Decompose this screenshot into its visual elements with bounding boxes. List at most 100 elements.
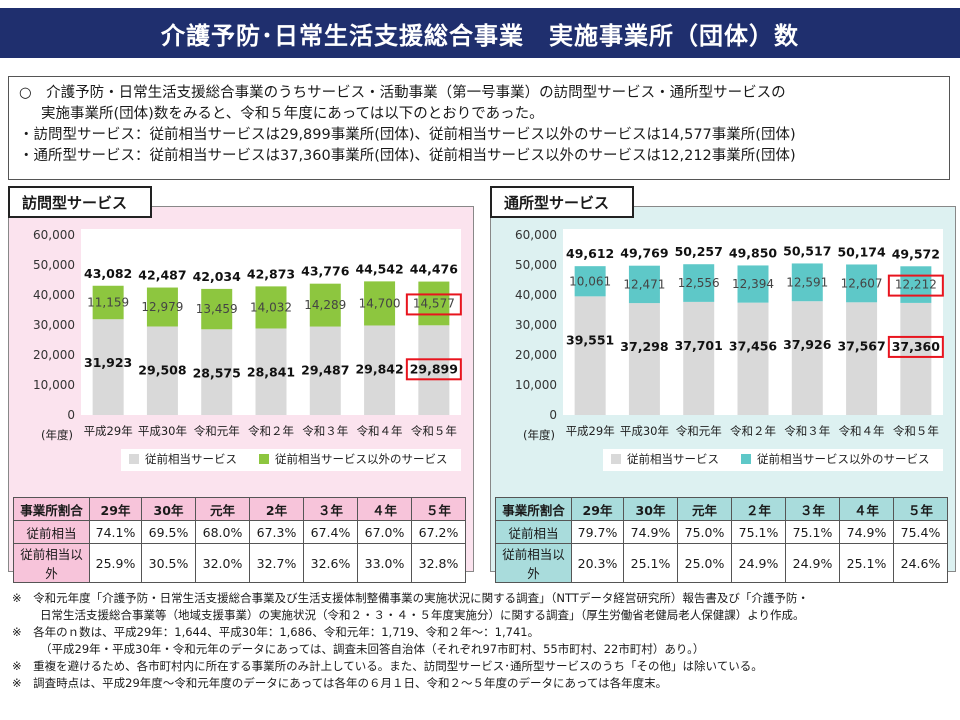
bar-other [255, 286, 287, 329]
table-cell: 68.0% [195, 520, 250, 544]
table-cell: 74.9% [839, 520, 894, 544]
x-tick-label: 令和２年 [248, 424, 294, 438]
bar-base [146, 326, 178, 415]
footnotes: ※ 令和元年度「介護予防・日常生活支援総合事業及び生活支援体制整備事業の実施状況… [12, 590, 952, 692]
table-cell: 32.6% [303, 543, 358, 583]
table-cell: 24.9% [731, 543, 786, 583]
table-header-cell: ５年 [893, 497, 948, 521]
table-header-cell: ４年 [839, 497, 894, 521]
table-header-cell: ２年 [731, 497, 786, 521]
data-label-base: 37,360 [892, 339, 941, 354]
total-label: 49,850 [729, 245, 778, 260]
table-row: 従前相当以外 25.9% 30.5% 32.0% 32.7% 32.6% 33.0% 32.8… [13, 543, 466, 583]
day-ratio-table: 事業所割合 29年 30年 元年 ２年 ３年 ４年 ５年 従前相当 79.7% 74.9% 75.0%… [495, 497, 948, 583]
table-cell: 25.0% [677, 543, 732, 583]
highlight-box-other [887, 274, 944, 297]
y-tick-label: 0 [67, 408, 75, 422]
highlight-box-base [405, 358, 462, 381]
table-row: 事業所割合 29年 30年 元年 ２年 ３年 ４年 ５年 [495, 497, 948, 521]
visit-panel: 0 10,000 20,000 30,000 40,000 50,000 60,000 43,… [8, 206, 474, 583]
bar-base [900, 302, 932, 415]
footnote: ※ 調査時点は、平成29年度～令和元年度のデータにあっては各年の６月１日、令和２… [12, 676, 668, 690]
bar-base [364, 325, 396, 415]
table-cell: 32.8% [411, 543, 466, 583]
y-tick-label: 30,000 [33, 318, 75, 332]
y-tick-label: 40,000 [515, 288, 557, 302]
total-label: 42,487 [138, 268, 186, 283]
bar-base [255, 328, 287, 415]
bar-other [92, 285, 124, 320]
data-label-base: 29,899 [410, 361, 458, 376]
legend-box [603, 449, 943, 471]
total-label: 42,034 [193, 269, 242, 284]
day-chart: 0 10,000 20,000 30,000 40,000 50,000 60,000 49,… [515, 228, 944, 471]
y-tick-label: 50,000 [33, 258, 75, 272]
visit-chart: 0 10,000 20,000 30,000 40,000 50,000 60,000 43,… [33, 228, 462, 471]
table-cell: 24.9% [785, 543, 840, 583]
x-axis-label: (年度) [41, 428, 73, 442]
table-row: 従前相当 79.7% 74.9% 75.0% 75.1% 75.1% 74.9% 75.4% [495, 520, 948, 544]
x-tick-label: 令和元年 [676, 424, 722, 438]
bar-other [146, 287, 178, 327]
table-row: 従前相当以外 20.3% 25.1% 25.0% 24.9% 24.9% 25.1% 24.6… [495, 543, 948, 583]
table-header-cell: 29年 [89, 497, 142, 521]
data-label-base: 29,842 [355, 361, 403, 376]
x-tick-label: 令和２年 [730, 424, 776, 438]
table-cell: 従前相当以外 [495, 543, 572, 583]
legend-box [121, 449, 461, 471]
legend-label: 従前相当サービス [145, 452, 237, 466]
table-cell: 75.1% [785, 520, 840, 544]
table-header-cell: ５年 [411, 497, 466, 521]
total-label: 49,769 [620, 246, 668, 261]
data-label-base: 37,298 [620, 339, 668, 354]
total-label: 44,542 [355, 261, 403, 276]
table-header-cell: 元年 [677, 497, 732, 521]
total-label: 44,476 [410, 262, 459, 277]
table-cell: 25.1% [623, 543, 678, 583]
bar-other [846, 264, 878, 303]
summary-line: ○ 介護予防・日常生活支援総合事業のうちサービス・活動事業（第一号事業）の訪問型… [19, 85, 786, 101]
table-header-cell: 事業所割合 [13, 497, 90, 521]
bar-base [418, 325, 450, 415]
table-cell: 25.9% [89, 543, 142, 583]
footnote: ※ 各年のｎ数は、平成29年：1,644、平成30年：1,686、令和元年：1,… [12, 625, 540, 639]
highlight-box-other [405, 293, 462, 316]
table-cell: 30.5% [141, 543, 196, 583]
legend-swatch [611, 454, 621, 464]
footnote: 日常生活支援総合事業等（地域支援事業）の実施状況（令和２・３・４・５年度実施分）… [40, 608, 805, 622]
x-tick-label: 平成29年 [84, 424, 133, 438]
table-cell: 従前相当 [13, 520, 90, 544]
footnote: ※ 重複を避けるため、各市町村内に所在する事業所のみ計上している。また、訪問型サ… [12, 659, 763, 673]
legend-label: 従前相当サービス [627, 452, 719, 466]
total-label: 42,873 [247, 266, 295, 281]
table-cell: 75.4% [893, 520, 948, 544]
visit-ratio-table: 事業所割合 29年 30年 元年 2年 ３年 ４年 ５年 従前相当 74.1% 69.5% 68.0%… [13, 497, 466, 583]
data-label-other: 12,979 [141, 300, 183, 314]
bar-base [791, 301, 823, 415]
bar-other [201, 288, 233, 330]
table-header-cell: ３年 [303, 497, 358, 521]
x-tick-label: 令和４年 [357, 424, 403, 438]
data-label-other: 12,556 [678, 276, 720, 290]
data-label-base: 28,575 [193, 365, 241, 380]
bar-base [846, 302, 878, 415]
total-label: 49,612 [566, 246, 614, 261]
total-label: 50,517 [783, 243, 831, 258]
data-label-base: 37,567 [837, 338, 885, 353]
table-header-cell: ３年 [785, 497, 840, 521]
data-label-base: 37,926 [783, 337, 832, 352]
legend-swatch [741, 454, 751, 464]
legend-label: 従前相当サービス以外のサービス [757, 452, 930, 466]
data-label-base: 29,508 [138, 362, 186, 377]
data-label-base: 29,487 [301, 363, 349, 378]
bar-other [574, 266, 606, 297]
table-header-cell: ４年 [357, 497, 412, 521]
data-label-other: 10,061 [569, 274, 611, 288]
bar-other [364, 281, 396, 326]
total-label: 50,257 [675, 244, 723, 259]
table-cell: 67.2% [411, 520, 466, 544]
table-cell: 33.0% [357, 543, 412, 583]
bar-other [791, 263, 823, 302]
bar-other [309, 283, 341, 327]
bar-base [574, 296, 606, 415]
